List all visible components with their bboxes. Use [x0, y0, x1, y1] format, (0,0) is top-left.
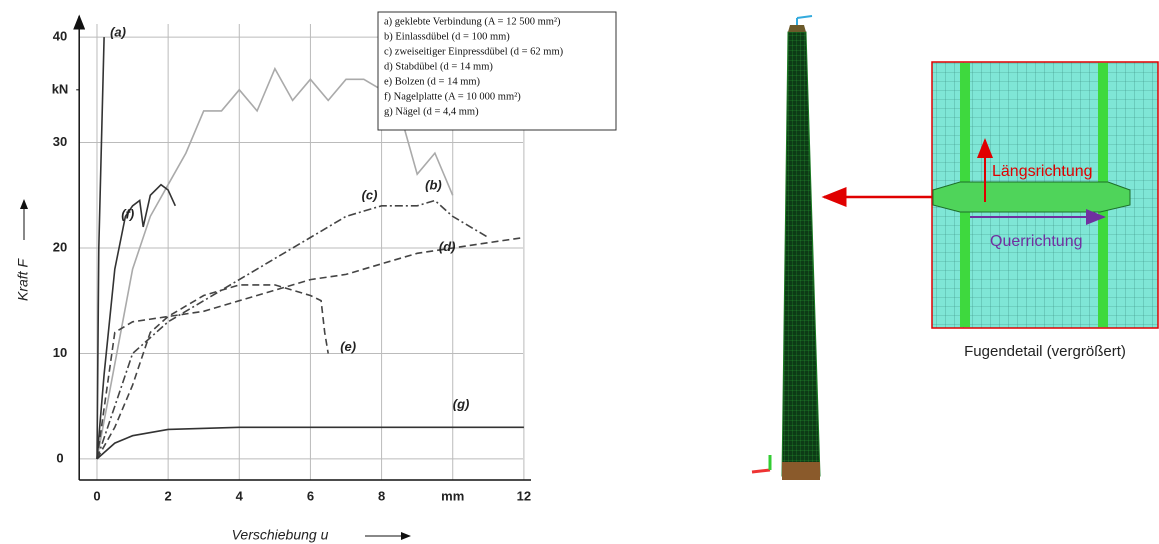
legend-entry: f) Nagelplatte (A = 10 000 mm²) [384, 91, 521, 102]
axis-icon [752, 470, 770, 472]
series-label: (a) [110, 25, 126, 40]
legend-entry: d) Stabdübel (d = 14 mm) [384, 61, 493, 72]
legend-entry: c) zweiseitiger Einpressdübel (d = 62 mm… [384, 46, 564, 57]
legend-entry: a) geklebte Verbindung (A = 12 500 mm²) [384, 16, 561, 27]
x-tick-label: 4 [236, 488, 244, 503]
y-tick-label: 20 [53, 239, 67, 254]
chart: 0 10 20 30 kN 40 0 2 4 6 8 mm 12 Verschiebung u Kraft … [15, 12, 616, 543]
series-label: (d) [439, 239, 456, 254]
legend-entry: e) Bolzen (d = 14 mm) [384, 76, 481, 87]
legend-entry: b) Einlassdübel (d = 100 mm) [384, 31, 510, 42]
y-tick-label: 30 [53, 134, 67, 149]
x-tick-label: 0 [93, 488, 100, 503]
series-label: (e) [340, 339, 356, 354]
y-tick-label: 10 [53, 345, 67, 360]
series-line [97, 185, 175, 459]
trans-label: Querrichtung [990, 233, 1083, 250]
x-tick-label: 12 [517, 488, 531, 503]
y-axis-title: Kraft F [15, 258, 31, 301]
long-label: Längsrichtung [992, 163, 1093, 180]
series-label: (b) [425, 178, 442, 193]
tower-base [782, 462, 820, 480]
tower-top [788, 25, 806, 32]
tower [782, 32, 820, 476]
x-tick-label: 6 [307, 488, 314, 503]
tower-figure: Längsrichtung Querrichtung Fugendetail (… [752, 16, 1158, 480]
series-line [97, 285, 328, 459]
y-tick-label: 40 [53, 29, 67, 44]
axis-icon [797, 16, 812, 18]
series-label: (g) [453, 397, 470, 412]
series-label: (f) [121, 206, 134, 221]
page: 0 10 20 30 kN 40 0 2 4 6 8 mm 12 Verschiebung u Kraft … [0, 0, 1159, 544]
x-tick-label: 8 [378, 488, 385, 503]
x-tick-label: mm [441, 488, 464, 503]
joint [933, 182, 1130, 212]
caption: Fugendetail (vergrößert) [964, 343, 1126, 360]
legend-entry: g) Nägel (d = 4,4 mm) [384, 106, 479, 117]
series-line [97, 201, 488, 459]
y-tick-label: kN [52, 81, 69, 96]
series-label: (c) [362, 187, 378, 202]
x-axis-title: Verschiebung u [232, 527, 329, 543]
x-tick-label: 2 [165, 488, 172, 503]
y-tick-label: 0 [56, 450, 63, 465]
